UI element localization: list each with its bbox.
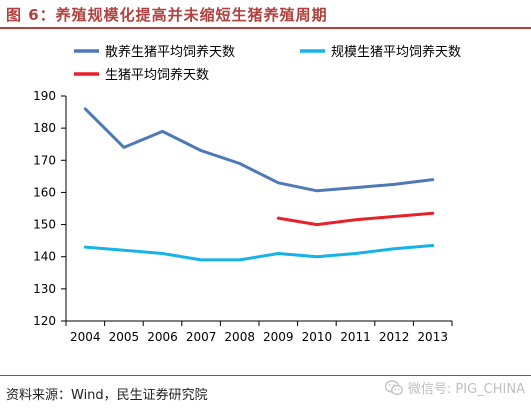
x-tick-label: 2007 — [186, 330, 217, 344]
legend-label: 规模生猪平均饲养天数 — [331, 44, 461, 60]
x-tick-label: 2004 — [70, 330, 101, 344]
footer-divider — [0, 375, 531, 376]
y-tick-label: 190 — [33, 89, 56, 103]
series-line-1 — [83, 107, 435, 193]
watermark: 微信号: PIG_CHINA — [384, 378, 525, 397]
y-tick-label: 160 — [33, 185, 56, 199]
x-tick-label: 2011 — [340, 330, 371, 344]
x-tick-label: 2010 — [302, 330, 333, 344]
x-tick-label: 2009 — [263, 330, 294, 344]
wechat-icon — [384, 379, 403, 395]
y-tick-label: 180 — [33, 121, 56, 135]
x-tick-label: 2005 — [109, 330, 140, 344]
legend-label: 生猪平均饲养天数 — [105, 67, 209, 83]
chart-title: 图 6：养殖规模化提高并未缩短生猪养殖周期 — [6, 6, 328, 24]
source-note: 资料来源：Wind，民生证券研究院 — [6, 388, 208, 403]
x-tick-label: 2013 — [417, 330, 448, 344]
series-line-2 — [83, 244, 435, 262]
x-tick-label: 2008 — [224, 330, 255, 344]
x-tick-label: 2006 — [147, 330, 178, 344]
y-tick-label: 120 — [33, 314, 56, 328]
axes: 120 130 140 150 160 170 180 190 2004 2005 2006 2007… — [33, 89, 453, 344]
y-tick-label: 130 — [33, 282, 56, 296]
x-tick-label: 2012 — [379, 330, 410, 344]
y-tick-label: 150 — [33, 218, 56, 232]
y-tick-label: 140 — [33, 250, 56, 264]
title-divider — [0, 27, 531, 29]
series-line-3 — [276, 211, 435, 227]
y-tick-label: 170 — [33, 153, 56, 167]
legend-label: 散养生猪平均饲养天数 — [105, 44, 235, 60]
watermark-text: 微信号: PIG_CHINA — [407, 382, 525, 397]
series-lines — [83, 107, 435, 262]
